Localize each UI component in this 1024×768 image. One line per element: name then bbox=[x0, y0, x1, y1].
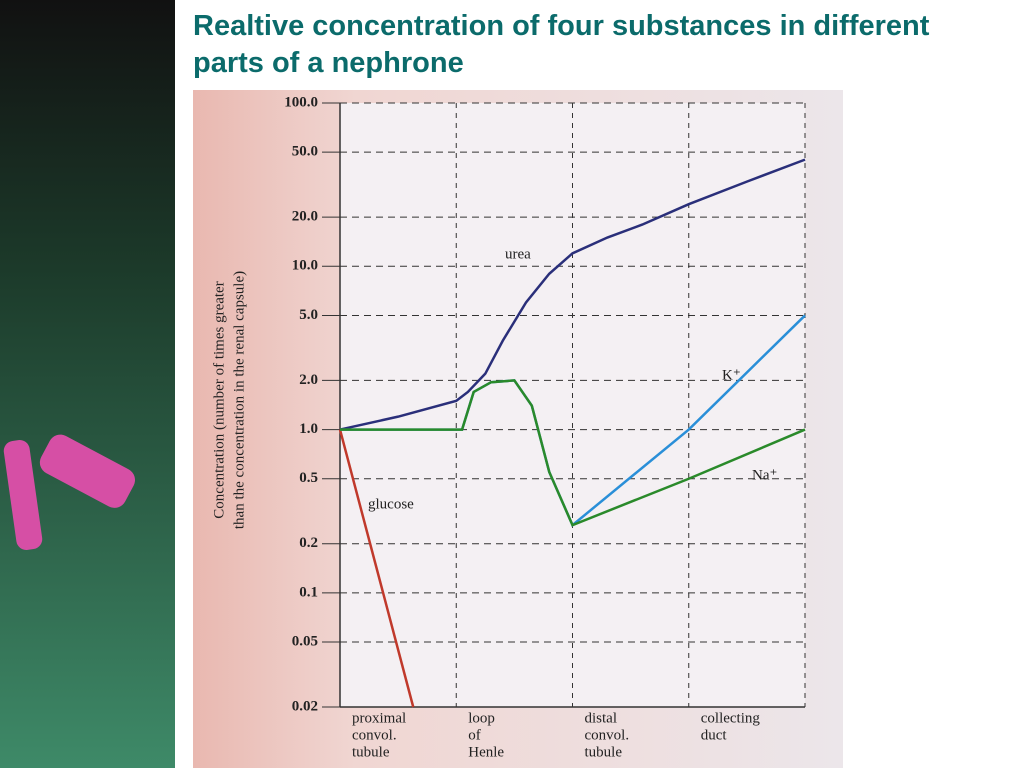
chalkboard bbox=[0, 0, 175, 768]
region-label: tubule bbox=[585, 744, 623, 760]
y-tick-label: 20.0 bbox=[292, 209, 318, 225]
y-axis-label-line: than the concentration in the renal caps… bbox=[231, 271, 247, 529]
y-tick-label: 10.0 bbox=[292, 258, 318, 274]
series-line bbox=[338, 429, 415, 708]
y-axis-label-line: Concentration (number of times greater bbox=[211, 281, 227, 518]
y-axis-label: Concentration (number of times greater th… bbox=[211, 271, 247, 529]
y-tick-label: 0.05 bbox=[292, 633, 318, 649]
series-label: urea bbox=[505, 246, 531, 262]
y-tick-label: 100.0 bbox=[284, 94, 318, 110]
y-tick-label: 5.0 bbox=[299, 307, 318, 323]
series-label: Na⁺ bbox=[752, 467, 777, 483]
slide-title: Realtive concentration of four substance… bbox=[193, 10, 930, 79]
region-label: convol. bbox=[585, 727, 630, 743]
y-tick-label: 0.02 bbox=[292, 698, 318, 714]
y-tick-label: 50.0 bbox=[292, 144, 318, 160]
chalk bbox=[3, 440, 43, 550]
region-label: proximal bbox=[352, 710, 406, 726]
region-label: loop bbox=[468, 710, 495, 726]
series-label: K⁺ bbox=[722, 367, 741, 383]
y-tick-label: 0.1 bbox=[299, 584, 318, 600]
y-tick-label: 2.0 bbox=[299, 372, 318, 388]
region-label: tubule bbox=[352, 744, 390, 760]
chalk bbox=[39, 434, 136, 508]
region-label: distal bbox=[585, 710, 618, 726]
region-label: Henle bbox=[468, 744, 504, 760]
y-tick-label: 0.5 bbox=[299, 470, 318, 486]
y-tick-label: 0.2 bbox=[299, 535, 318, 551]
series-line bbox=[340, 379, 806, 527]
series-label: glucose bbox=[368, 496, 414, 512]
region-label: of bbox=[468, 727, 481, 743]
series-line bbox=[339, 158, 806, 431]
region-label: duct bbox=[701, 727, 728, 743]
region-label: convol. bbox=[352, 727, 397, 743]
y-tick-label: 1.0 bbox=[299, 421, 318, 437]
region-label: collecting bbox=[701, 710, 761, 726]
